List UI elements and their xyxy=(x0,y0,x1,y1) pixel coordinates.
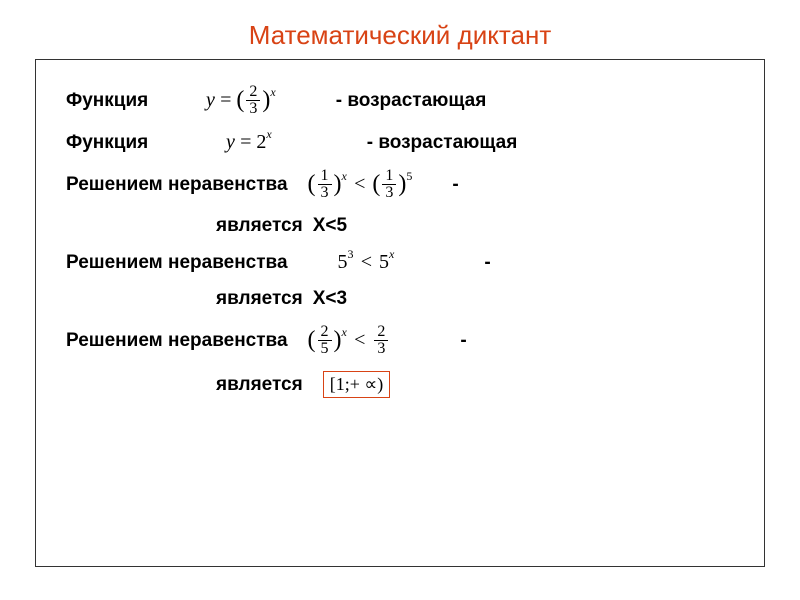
formula-3: ( 1 3 ) x < ( 1 3 ) 5 xyxy=(308,168,413,201)
fraction: 1 3 xyxy=(382,168,396,201)
rparen: ) xyxy=(334,171,342,198)
label-ineq-1: Решением неравенства xyxy=(66,174,288,196)
result-label-3: является xyxy=(216,374,303,396)
lt: < xyxy=(360,251,374,274)
var: y xyxy=(206,89,215,112)
numerator: 2 xyxy=(374,324,388,341)
exponent: x xyxy=(266,127,271,142)
base: 5 xyxy=(379,251,389,274)
denominator: 3 xyxy=(246,101,260,117)
lparen: ( xyxy=(308,171,316,198)
numerator: 1 xyxy=(318,168,332,185)
lparen: ( xyxy=(308,327,316,354)
lparen: ( xyxy=(236,87,244,114)
exponent: x xyxy=(342,169,347,184)
formula-5: ( 2 5 ) x < 2 3 xyxy=(308,324,391,357)
dash: - xyxy=(452,174,458,196)
lparen: ( xyxy=(372,171,380,198)
fraction: 1 3 xyxy=(318,168,332,201)
exponent: x xyxy=(342,325,347,340)
label-ineq-2: Решением неравенства xyxy=(66,252,288,274)
exponent: 3 xyxy=(348,247,354,262)
denominator: 3 xyxy=(374,341,388,357)
numerator: 2 xyxy=(246,84,260,101)
row-function-2: Функция y = 2 x - возрастающая xyxy=(66,131,734,154)
exponent: 5 xyxy=(406,169,412,184)
label-function-1: Функция xyxy=(66,90,186,112)
var: y xyxy=(226,131,235,154)
eq: = xyxy=(219,89,233,112)
numerator: 1 xyxy=(382,168,396,185)
formula-2: y = 2 x xyxy=(226,131,272,154)
exponent: x xyxy=(389,247,394,262)
label-function-2: Функция xyxy=(66,132,186,154)
row-function-1: Функция y = ( 2 3 ) x - возрастающая xyxy=(66,84,734,117)
row-inequality-2: Решением неравенства 5 3 < 5 x - xyxy=(66,251,734,274)
row-result-1: является X<5 xyxy=(66,215,734,237)
label-ineq-3: Решением неравенства xyxy=(66,330,288,352)
base: 5 xyxy=(338,251,348,274)
denominator: 5 xyxy=(318,341,332,357)
fraction: 2 3 xyxy=(374,324,388,357)
row-inequality-3: Решением неравенства ( 2 5 ) x < 2 3 - xyxy=(66,324,734,357)
fraction: 2 5 xyxy=(318,324,332,357)
slide-title: Математический диктант xyxy=(0,0,800,59)
result-value-2: X<3 xyxy=(313,288,347,310)
result-value-1: X<5 xyxy=(313,215,347,237)
eq: = xyxy=(239,131,253,154)
lt: < xyxy=(353,173,367,196)
row-result-3: является [1;+ ∝) xyxy=(66,371,734,398)
exponent: x xyxy=(270,85,275,100)
suffix-2: - возрастающая xyxy=(367,132,518,154)
row-inequality-1: Решением неравенства ( 1 3 ) x < ( 1 3 )… xyxy=(66,168,734,201)
dash: - xyxy=(484,252,490,274)
lt: < xyxy=(353,329,367,352)
content-box: Функция y = ( 2 3 ) x - возрастающая Фун… xyxy=(35,59,765,567)
rparen: ) xyxy=(334,327,342,354)
denominator: 3 xyxy=(382,185,396,201)
base: 2 xyxy=(256,131,266,154)
dash: - xyxy=(460,330,466,352)
result-label-2: является xyxy=(216,288,303,310)
rparen: ) xyxy=(398,171,406,198)
formula-4: 5 3 < 5 x xyxy=(338,251,395,274)
formula-1: y = ( 2 3 ) x xyxy=(206,84,276,117)
numerator: 2 xyxy=(318,324,332,341)
fraction: 2 3 xyxy=(246,84,260,117)
suffix-1: - возрастающая xyxy=(336,90,487,112)
row-result-2: является X<3 xyxy=(66,288,734,310)
boxed-result: [1;+ ∝) xyxy=(323,371,391,398)
denominator: 3 xyxy=(318,185,332,201)
result-label-1: является xyxy=(216,215,303,237)
